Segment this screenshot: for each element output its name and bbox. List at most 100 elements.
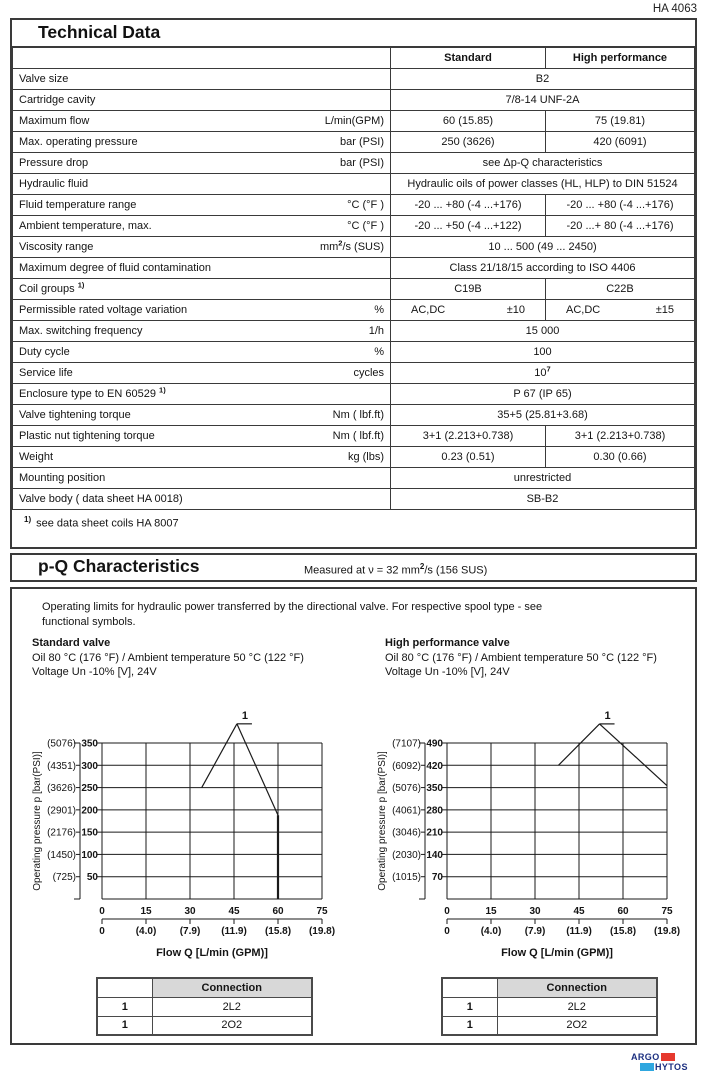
row-label: Fluid temperature range <box>19 198 137 211</box>
high-performance-condition-1: Oil 80 °C (176 °F) / Ambient temperature… <box>385 651 657 664</box>
svg-text:15: 15 <box>140 906 152 917</box>
logo-blue-block <box>640 1063 654 1071</box>
svg-text:(11.9): (11.9) <box>221 926 247 937</box>
svg-text:100: 100 <box>81 850 98 861</box>
connection-index: 1 <box>441 996 498 1017</box>
curve-label: 1 <box>242 710 248 722</box>
connection-empty-header <box>441 977 498 998</box>
row-label: Valve tightening torque <box>19 408 131 421</box>
svg-text:(3626): (3626) <box>47 783 76 794</box>
high-performance-chart: 490 (7107) 420 (6092) 350 (5076) 280 (4061) 210 (… <box>377 710 680 959</box>
row-value-span: Class 21/18/15 according to ISO 4406 <box>390 256 695 279</box>
table-row: Viscosity range mm2/s (SUS) 10 ... 500 (49… <box>12 235 695 258</box>
row-label-cell: Max. operating pressure bar (PSI) <box>12 130 391 153</box>
connection-index: 1 <box>441 1015 498 1036</box>
row-label: Plastic nut tightening torque <box>19 429 155 442</box>
table-row: Valve size B2 <box>12 67 695 90</box>
row-label-cell: Duty cycle% <box>12 340 391 363</box>
svg-text:(7.9): (7.9) <box>180 926 201 937</box>
header-empty-cell <box>12 46 391 69</box>
cell-high-performance: 75 (19.81) <box>545 109 695 132</box>
cell-standard: C19B <box>390 277 546 300</box>
row-label-cell: Hydraulic fluid <box>12 172 391 195</box>
table-row: Coil groups 1) C19B C22B <box>12 277 695 300</box>
row-label: Service life <box>19 366 73 379</box>
svg-text:(15.8): (15.8) <box>265 926 291 937</box>
svg-text:(1015): (1015) <box>392 872 421 883</box>
connection-index: 1 <box>96 1015 153 1036</box>
svg-text:(4.0): (4.0) <box>136 926 157 937</box>
row-label-cell: Maximum degree of fluid contamination <box>12 256 391 279</box>
table-row: Maximum degree of fluid contamination Cla… <box>12 256 695 279</box>
svg-text:(15.8): (15.8) <box>610 926 636 937</box>
standard-valve-heading-block: Standard valve Oil 80 °C (176 °F) / Ambi… <box>32 636 304 680</box>
table-row: Mounting position unrestricted <box>12 466 695 489</box>
cell-high-performance: -20 ...+ 80 (-4 ...+176) <box>545 214 695 237</box>
row-label-cell: Maximum flow L/min(GPM) <box>12 109 391 132</box>
row-unit: Nm ( lbf.ft) <box>332 429 384 442</box>
svg-text:300: 300 <box>81 761 98 772</box>
table-row: Enclosure type to EN 60529 1) P 67 (IP 65… <box>12 382 695 405</box>
logo-hytos-text: HYTOS <box>655 1062 688 1072</box>
row-unit: 1/h <box>368 324 384 337</box>
standard-valve-condition-1: Oil 80 °C (176 °F) / Ambient temperature… <box>32 651 304 664</box>
header-high-performance: High performance <box>545 46 695 69</box>
row-label: Ambient temperature, max. <box>19 219 152 232</box>
row-label-cell: Valve body ( data sheet HA 0018) <box>12 487 391 510</box>
x-axis: 0 0 15 (4.0) 30 (7.9) 45 (11.9) 60 (15.8) 75 (19.8)… <box>99 906 335 959</box>
connection-row: 1 2L2 <box>96 996 313 1017</box>
cell-standard: 3+1 (2.213+0.738) <box>390 424 546 447</box>
row-unit: bar (PSI) <box>339 135 384 148</box>
connection-value: 2L2 <box>151 996 313 1017</box>
connection-table-high-performance: Connection 1 2L2 1 2O2 <box>441 977 658 1036</box>
footnote: 1) see data sheet coils HA 8007 <box>12 510 695 548</box>
svg-text:75: 75 <box>316 906 328 917</box>
cell-standard: AC,DC ±10 <box>390 298 546 321</box>
row-unit: mm2/s (SUS) <box>319 237 384 253</box>
svg-text:(4061): (4061) <box>392 805 421 816</box>
svg-text:(6092): (6092) <box>392 761 421 772</box>
svg-text:210: 210 <box>426 828 443 839</box>
row-label: Cartridge cavity <box>19 93 96 106</box>
row-unit: cycles <box>353 366 384 379</box>
logo-argo-text: ARGO <box>631 1052 660 1062</box>
row-label-cell: Viscosity range mm2/s (SUS) <box>12 235 391 258</box>
row-label-cell: Fluid temperature range °C (°F ) <box>12 193 391 216</box>
footnote-marker: 1) <box>24 514 32 524</box>
doc-number: HA 4063 <box>652 3 697 15</box>
row-label: Max. operating pressure <box>19 135 138 148</box>
connection-header-row: Connection <box>96 977 313 998</box>
row-label: Maximum degree of fluid contamination <box>19 261 211 274</box>
row-value-span: 107 <box>390 361 695 384</box>
svg-text:45: 45 <box>228 906 240 917</box>
row-label-cell: Enclosure type to EN 60529 1) <box>12 382 391 405</box>
pq-description-line1: Operating limits for hydraulic power tra… <box>42 601 543 613</box>
svg-text:280: 280 <box>426 805 443 816</box>
row-label: Duty cycle <box>19 345 70 358</box>
svg-text:(4.0): (4.0) <box>481 926 502 937</box>
pq-description-line2: functional symbols. <box>42 616 136 628</box>
svg-text:490: 490 <box>426 739 443 750</box>
row-label-cell: Cartridge cavity <box>12 88 391 111</box>
table-row: Max. operating pressure bar (PSI) 250 (362… <box>12 130 695 153</box>
pq-measured-note: Measured at ν = 32 mm2/s (156 SUS) <box>304 562 488 577</box>
row-label: Hydraulic fluid <box>19 177 89 190</box>
table-header-row: Standard High performance <box>12 46 695 69</box>
connection-header: Connection <box>151 977 313 998</box>
table-row: Service life cycles 107 <box>12 361 695 384</box>
cell-standard: -20 ... +80 (-4 ...+176) <box>390 193 546 216</box>
table-row: Valve tightening torque Nm ( lbf.ft) 35+5 … <box>12 403 695 426</box>
row-label-cell: Max. switching frequency 1/h <box>12 319 391 342</box>
svg-text:150: 150 <box>81 828 98 839</box>
svg-text:(7107): (7107) <box>392 739 421 750</box>
row-unit: Nm ( lbf.ft) <box>332 408 384 421</box>
row-label: Coil groups 1) <box>19 279 85 295</box>
svg-text:(1450): (1450) <box>47 850 76 861</box>
standard-valve-condition-2: Voltage Un -10% [V], 24V <box>32 666 157 678</box>
connection-table-standard: Connection 1 2L2 1 2O2 <box>96 977 313 1036</box>
row-unit: L/min(GPM) <box>324 114 384 127</box>
svg-text:50: 50 <box>87 872 99 883</box>
table-row: Weight kg (lbs) 0.23 (0.51) 0.30 (0.66) <box>12 445 695 468</box>
connection-value: 2O2 <box>151 1015 313 1036</box>
